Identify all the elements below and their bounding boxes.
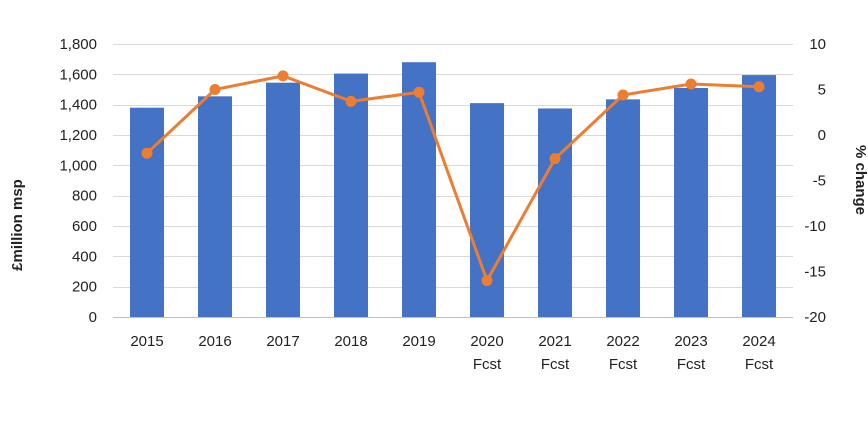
bar: [606, 99, 640, 317]
line-series: [141, 70, 765, 287]
left-tick-label: 1,200: [59, 127, 97, 144]
line-point: [481, 275, 493, 287]
x-tick-label: 2017: [266, 333, 299, 350]
bar: [130, 107, 164, 317]
line-point: [277, 70, 289, 82]
line-point: [617, 89, 629, 101]
right-tick-label: -20: [804, 309, 826, 326]
line-point: [141, 147, 153, 159]
left-tick-label: 1,000: [59, 157, 97, 174]
bar: [742, 75, 776, 317]
x-tick-label: 2018: [334, 333, 367, 350]
right-tick-label: 5: [818, 82, 826, 99]
right-tick-label: -15: [804, 264, 826, 281]
bar: [538, 108, 572, 317]
x-tick-label: 2022 Fcst: [606, 333, 639, 373]
left-tick-label: 400: [72, 248, 97, 265]
left-tick-label: 1,400: [59, 97, 97, 114]
left-tick-label: 800: [72, 188, 97, 205]
bar: [266, 82, 300, 317]
line-point: [753, 81, 765, 93]
left-tick-label: 1,800: [59, 36, 97, 53]
bar: [198, 96, 232, 317]
left-tick-label: 200: [72, 279, 97, 296]
x-tick-label: 2019: [402, 333, 435, 350]
x-tick-label: 2024 Fcst: [742, 333, 775, 373]
line-point: [685, 78, 697, 90]
line-point: [549, 153, 561, 165]
bar: [674, 87, 708, 317]
line-path: [145, 74, 760, 283]
bar: [334, 73, 368, 317]
right-tick-label: 0: [818, 127, 826, 144]
x-tick-label: 2016: [198, 333, 231, 350]
left-axis-title: £million msp: [9, 179, 26, 271]
right-axis-ticks: -20 -15 -10 -5 0 5 10: [804, 36, 826, 326]
x-tick-label: 2015: [130, 333, 163, 350]
right-axis-title: % change: [852, 145, 868, 215]
line-point: [209, 84, 221, 95]
left-axis-ticks: 0 200 400 600 800 1,000 1,200 1,400 1,600 1,800: [59, 36, 97, 326]
right-tick-label: -10: [804, 218, 826, 235]
bar: [402, 62, 436, 318]
left-tick-label: 0: [89, 309, 97, 326]
x-tick-label: 2023 Fcst: [674, 333, 707, 373]
x-axis-ticks: 2015 2016 2017 2018 2019 2020 Fcst 2021 Fcst 2022…: [130, 333, 775, 373]
left-tick-label: 1,600: [59, 66, 97, 83]
right-tick-label: -5: [813, 173, 826, 190]
x-tick-label: 2020 Fcst: [470, 333, 503, 373]
x-tick-label: 2021 Fcst: [538, 333, 571, 373]
line-point: [413, 86, 425, 98]
left-tick-label: 600: [72, 218, 97, 235]
right-tick-label: 10: [809, 36, 826, 53]
line-point: [345, 95, 357, 107]
bar-series: [130, 62, 776, 318]
